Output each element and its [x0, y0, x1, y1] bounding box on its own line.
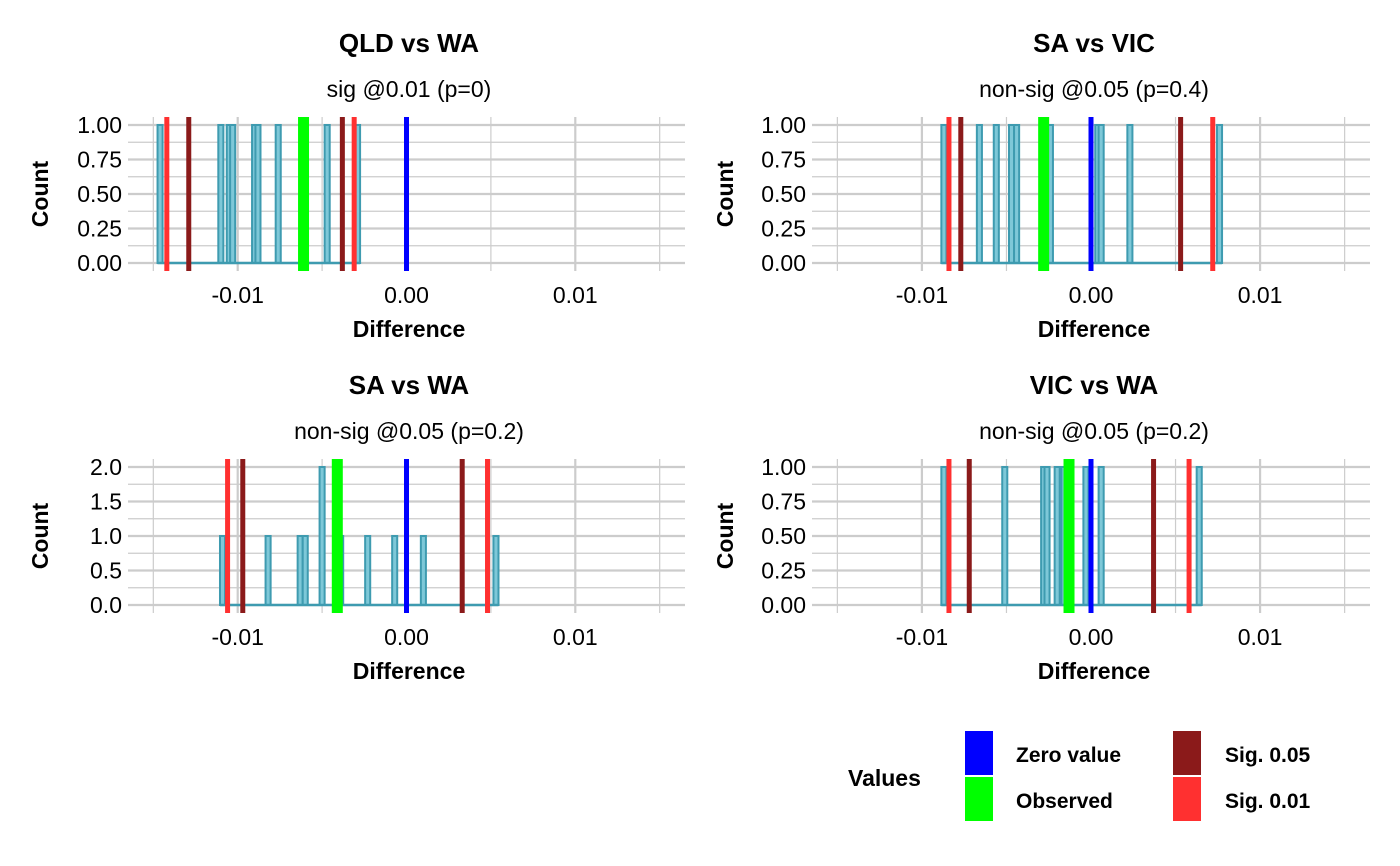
histogram-bar — [940, 466, 948, 606]
y-tick-label: 0.00 — [761, 592, 806, 618]
y-tick-label: 0.50 — [77, 181, 122, 207]
y-tick-label: 0.75 — [761, 147, 806, 173]
y-tick-label: 0.25 — [761, 558, 806, 584]
x-tick-label: -0.01 — [896, 282, 948, 308]
panel-subtitle: non-sig @0.05 (p=0.2) — [294, 418, 524, 444]
panel-0: QLD vs WA sig @0.01 (p=0) 0.00 0.25 0.50 0.75… — [27, 28, 685, 342]
x-tick-label: 0.00 — [384, 282, 429, 308]
histogram-bar — [391, 535, 399, 606]
legend-label-observed: Observed — [1016, 790, 1113, 813]
legend-label-sig05: Sig. 0.05 — [1225, 744, 1311, 767]
y-tick-label: 1.00 — [761, 112, 806, 138]
panel-subtitle: sig @0.01 (p=0) — [327, 76, 492, 102]
y-axis-label: Count — [712, 502, 738, 569]
y-tick-label: 2.0 — [90, 454, 122, 480]
x-tick-label: -0.01 — [211, 624, 263, 650]
legend-label-sig01: Sig. 0.01 — [1225, 790, 1311, 813]
histogram-bar — [1126, 124, 1134, 264]
x-axis-label: Difference — [353, 658, 465, 684]
panel-title: SA vs WA — [349, 370, 470, 400]
histogram-bar — [218, 535, 227, 606]
histogram-bar — [1082, 466, 1090, 606]
panel-1: SA vs VIC non-sig @0.05 (p=0.4) 0.00 0.25 0.… — [712, 28, 1370, 342]
x-tick-label: 0.00 — [384, 624, 429, 650]
panel-subtitle: non-sig @0.05 (p=0.4) — [979, 76, 1209, 102]
histogram-bar — [364, 535, 372, 606]
histogram-bar — [1195, 466, 1203, 606]
y-axis-label: Count — [27, 160, 53, 227]
y-axis-label: Count — [27, 502, 53, 569]
legend-title: Values — [848, 765, 921, 791]
histogram-bar — [156, 124, 164, 264]
legend-label-zero: Zero value — [1016, 744, 1121, 767]
x-axis-label: Difference — [353, 316, 465, 342]
y-tick-label: 0.00 — [77, 250, 122, 276]
x-axis-label: Difference — [1038, 316, 1150, 342]
panel-2: SA vs WA non-sig @0.05 (p=0.2) 0.0 0.5 1.0 1.… — [27, 370, 685, 684]
histogram-bar — [217, 124, 225, 264]
legend-swatch-zero — [965, 731, 993, 775]
panel-subtitle: non-sig @0.05 (p=0.2) — [979, 418, 1209, 444]
y-tick-label: 0.75 — [77, 147, 122, 173]
histogram-bar — [274, 124, 282, 264]
histogram-bar — [301, 535, 309, 606]
histogram-bar — [318, 466, 326, 606]
y-tick-label: 1.00 — [761, 454, 806, 480]
histogram-bar — [254, 124, 262, 264]
histogram-bar — [323, 124, 331, 264]
y-tick-label: 0.25 — [77, 216, 122, 242]
histogram-bar — [492, 535, 500, 606]
histogram-bar — [419, 535, 427, 606]
panels: QLD vs WA sig @0.01 (p=0) 0.00 0.25 0.50 0.75… — [27, 28, 1370, 684]
x-tick-label: 0.00 — [1069, 282, 1114, 308]
legend-swatch-sig05 — [1173, 731, 1201, 775]
histogram-bar — [1001, 466, 1009, 606]
histogram-bar — [264, 535, 272, 606]
y-tick-label: 0.0 — [90, 592, 122, 618]
histogram-bar — [940, 124, 948, 264]
panel-title: QLD vs WA — [339, 28, 479, 58]
histogram-bar — [1215, 124, 1224, 264]
histogram-bar — [229, 124, 237, 264]
y-tick-label: 1.5 — [90, 489, 122, 515]
panel-3: VIC vs WA non-sig @0.05 (p=0.2) 0.00 0.25 0.… — [712, 370, 1370, 684]
x-tick-label: 0.01 — [1238, 282, 1283, 308]
x-tick-label: 0.01 — [1238, 624, 1283, 650]
histogram-bar — [1013, 124, 1021, 264]
x-tick-label: -0.01 — [211, 282, 263, 308]
y-tick-label: 0.5 — [90, 558, 122, 584]
y-tick-label: 0.25 — [761, 216, 806, 242]
histogram-bar — [975, 124, 983, 264]
x-tick-label: 0.01 — [553, 624, 598, 650]
legend-swatch-observed — [965, 777, 993, 821]
histogram-bar — [1097, 466, 1105, 606]
panel-title: VIC vs WA — [1030, 370, 1159, 400]
x-tick-label: 0.01 — [553, 282, 598, 308]
histogram-bar — [1053, 466, 1061, 606]
x-tick-label: -0.01 — [896, 624, 948, 650]
y-tick-label: 1.00 — [77, 112, 122, 138]
x-tick-label: 0.00 — [1069, 624, 1114, 650]
x-axis-label: Difference — [1038, 658, 1150, 684]
legend-swatch-sig01 — [1173, 777, 1201, 821]
y-tick-label: 1.0 — [90, 523, 122, 549]
panel-title: SA vs VIC — [1033, 28, 1155, 58]
y-tick-label: 0.50 — [761, 181, 806, 207]
histogram-bar — [1043, 466, 1051, 606]
legend: Values Zero value Observed Sig. 0.05 Sig… — [848, 731, 1311, 821]
y-axis-label: Count — [712, 160, 738, 227]
y-tick-label: 0.75 — [761, 489, 806, 515]
y-tick-label: 0.00 — [761, 250, 806, 276]
histogram-bar — [992, 124, 1000, 264]
y-tick-label: 0.50 — [761, 523, 806, 549]
histogram-bar — [1097, 124, 1105, 264]
